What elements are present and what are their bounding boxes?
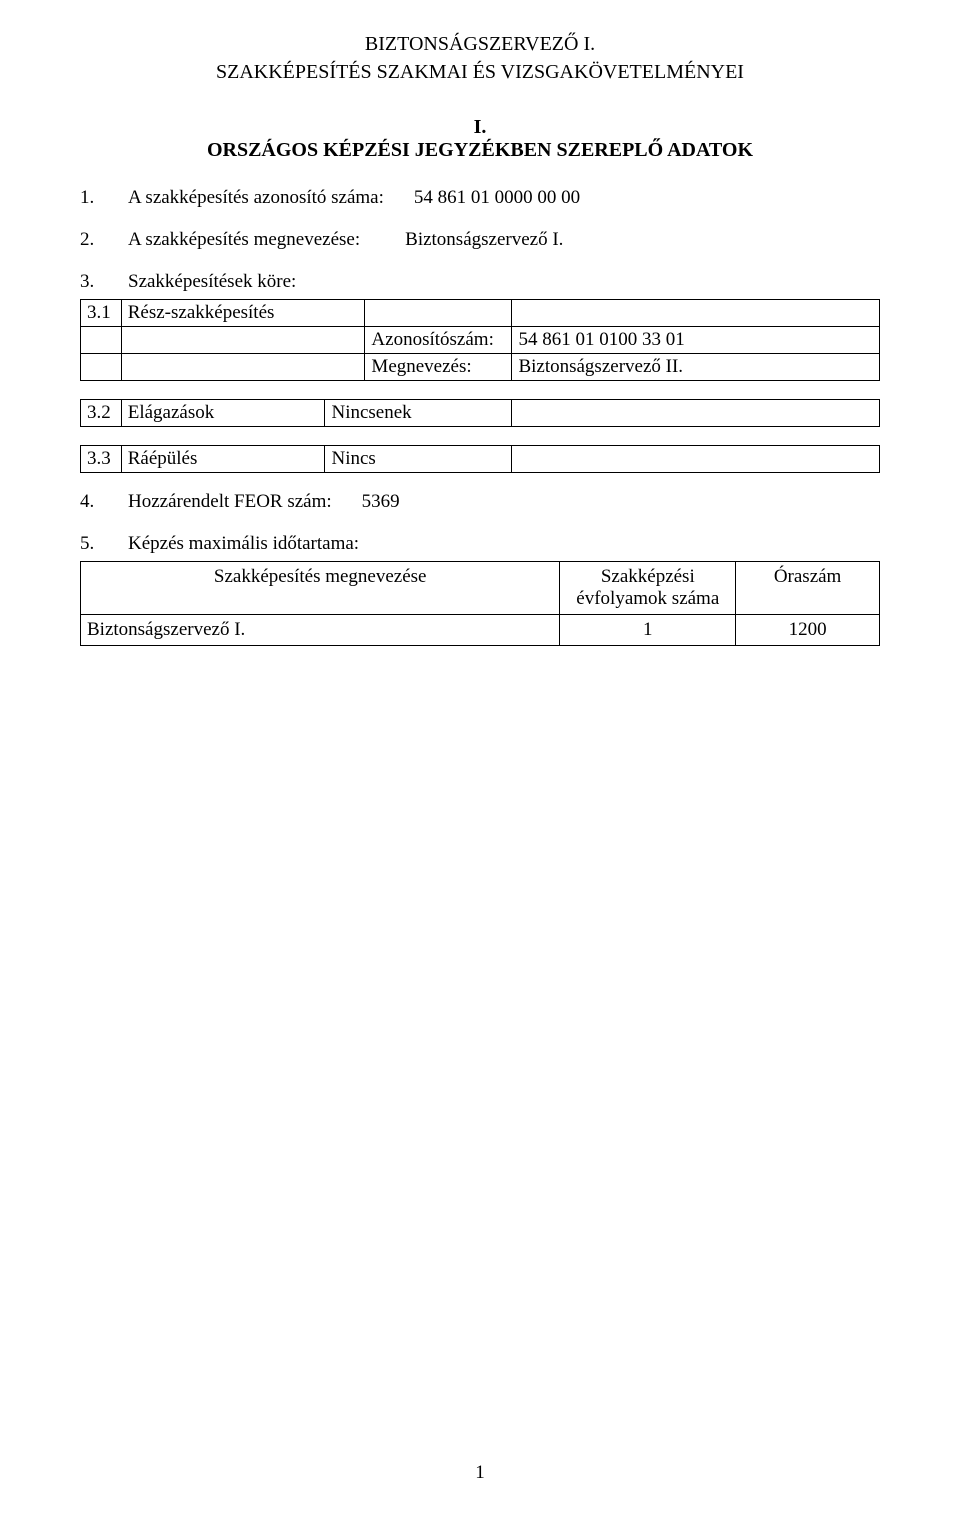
table-row: Biztonságszervező I. 1 1200 [81,615,880,646]
col-evfolyamok: Szakképzési évfolyamok száma [560,562,736,615]
item-1-num: 1. [80,187,128,209]
item-5-row: 5. Képzés maximális időtartama: [80,533,880,555]
item-2-row: 2. A szakképesítés megnevezése: Biztonsá… [80,229,880,251]
cell-evfolyamok: 1 [560,615,736,646]
table-row: 3.3 Ráépülés Nincs [81,446,880,473]
item-3-label: Szakképesítések köre: [128,271,296,293]
cell-megnevezes: Biztonságszervező I. [81,615,560,646]
cell-oraszam: 1200 [736,615,880,646]
cell-3-1-label: Rész-szakképesítés [121,300,365,327]
spacer [80,427,880,445]
page-number: 1 [0,1462,960,1484]
table-3-3: 3.3 Ráépülés Nincs [80,445,880,473]
cell-megnev-value: Biztonságszervező II. [512,354,880,381]
cell-empty [81,354,122,381]
cell-empty [121,354,365,381]
section-roman-numeral: I. [80,116,880,139]
cell-3-2-num: 3.2 [81,400,122,427]
table-row: 3.1 Rész-szakképesítés [81,300,880,327]
cell-3-2-value: Nincsenek [325,400,512,427]
document-title-block: BIZTONSÁGSZERVEZŐ I. SZAKKÉPESÍTÉS SZAKM… [80,30,880,86]
table-3-2: 3.2 Elágazások Nincsenek [80,399,880,427]
item-4-num: 4. [80,491,128,513]
cell-3-1-num: 3.1 [81,300,122,327]
item-4-row: 4. Hozzárendelt FEOR szám: 5369 [80,491,880,513]
col-oraszam: Óraszám [736,562,880,615]
item-3-num: 3. [80,271,128,293]
col-megnevezes: Szakképesítés megnevezése [81,562,560,615]
item-1-row: 1. A szakképesítés azonosító száma: 54 8… [80,187,880,209]
table-row: Azonosítószám: 54 861 01 0100 33 01 [81,327,880,354]
spacer [80,381,880,399]
item-5-label: Képzés maximális időtartama: [128,533,359,555]
cell-empty [365,300,512,327]
item-2-label: A szakképesítés megnevezése: [128,229,360,251]
cell-3-2-label: Elágazások [121,400,325,427]
title-line-1: BIZTONSÁGSZERVEZŐ I. [80,30,880,58]
item-5-num: 5. [80,533,128,555]
cell-azon-label: Azonosítószám: [365,327,512,354]
item-2-value: Biztonságszervező I. [405,229,563,251]
cell-empty [512,400,880,427]
col-evfolyamok-line1: Szakképzési [601,566,695,587]
table-row: 3.2 Elágazások Nincsenek [81,400,880,427]
cell-empty [512,300,880,327]
table-3-1: 3.1 Rész-szakképesítés Azonosítószám: 54… [80,299,880,381]
cell-azon-value: 54 861 01 0100 33 01 [512,327,880,354]
table-header-row: Szakképesítés megnevezése Szakképzési év… [81,562,880,615]
cell-empty [512,446,880,473]
cell-3-3-label: Ráépülés [121,446,325,473]
table-row: Megnevezés: Biztonságszervező II. [81,354,880,381]
table-5: Szakképesítés megnevezése Szakképzési év… [80,561,880,646]
cell-3-3-value: Nincs [325,446,512,473]
title-line-2: SZAKKÉPESÍTÉS SZAKMAI ÉS VIZSGAKÖVETELMÉ… [80,58,880,86]
item-1-label: A szakképesítés azonosító száma: [128,187,384,209]
item-3-row: 3. Szakképesítések köre: [80,271,880,293]
item-4-value: 5369 [362,491,400,513]
item-4-label: Hozzárendelt FEOR szám: [128,491,332,513]
item-2-num: 2. [80,229,128,251]
cell-3-3-num: 3.3 [81,446,122,473]
col-evfolyamok-line2: évfolyamok száma [576,588,719,609]
cell-empty [81,327,122,354]
item-1-value: 54 861 01 0000 00 00 [414,187,580,209]
cell-empty [121,327,365,354]
cell-megnev-label: Megnevezés: [365,354,512,381]
section-heading: ORSZÁGOS KÉPZÉSI JEGYZÉKBEN SZEREPLŐ ADA… [80,139,880,162]
